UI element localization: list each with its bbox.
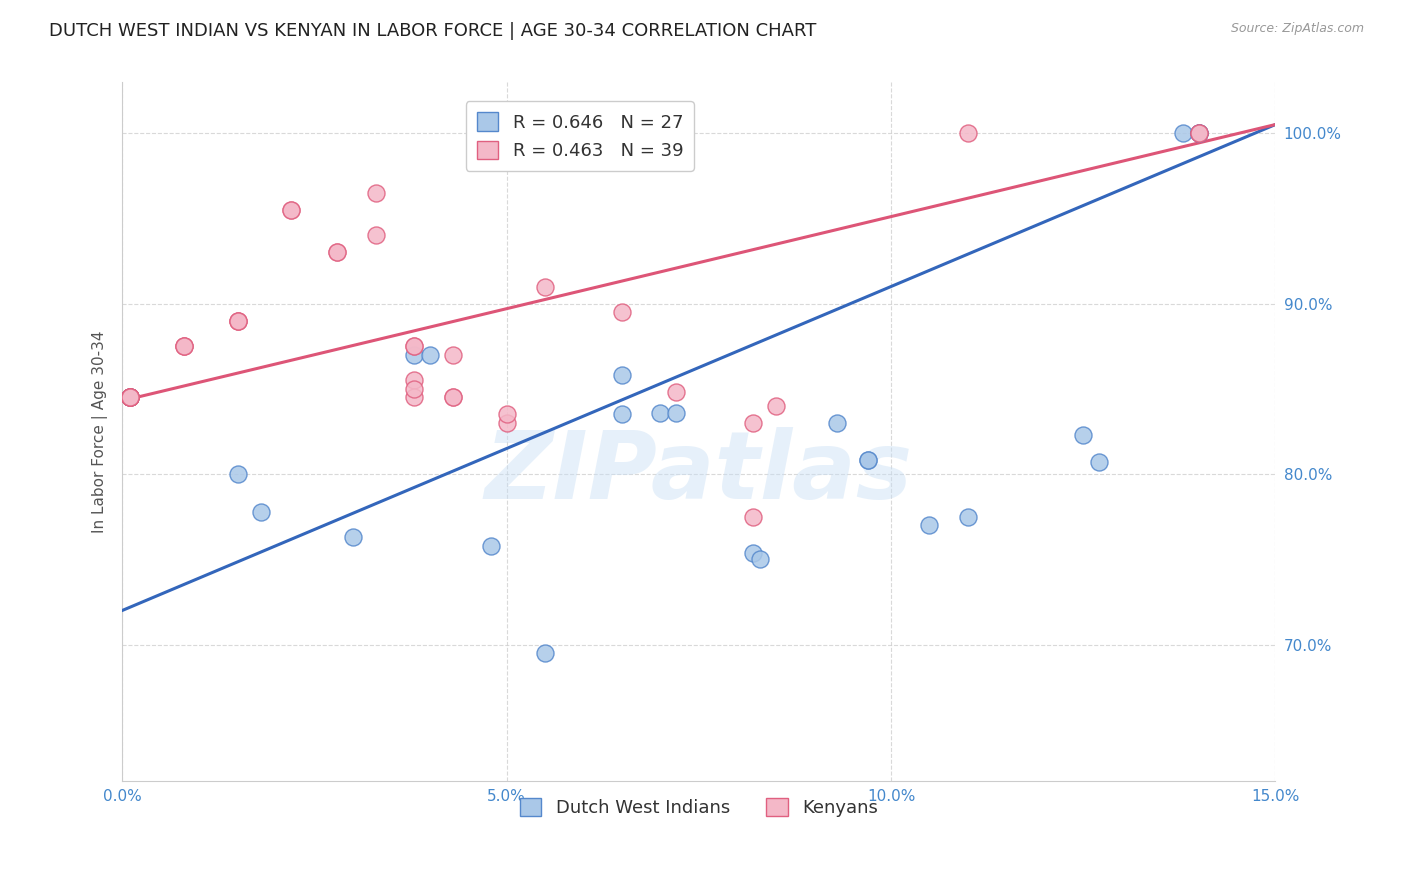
Point [1173, 126, 1195, 140]
Point [249, 505, 271, 519]
Point [118, 390, 141, 404]
Point [1187, 126, 1209, 140]
Point [342, 530, 364, 544]
Point [1187, 126, 1209, 140]
Point [610, 305, 633, 319]
Point [226, 467, 249, 481]
Y-axis label: In Labor Force | Age 30-34: In Labor Force | Age 30-34 [93, 330, 108, 533]
Point [226, 313, 249, 327]
Point [118, 390, 141, 404]
Point [495, 408, 517, 422]
Point [404, 339, 426, 353]
Legend: Dutch West Indians, Kenyans: Dutch West Indians, Kenyans [512, 790, 886, 824]
Point [404, 348, 426, 362]
Point [856, 453, 879, 467]
Point [610, 368, 633, 383]
Point [741, 416, 763, 430]
Point [404, 390, 426, 404]
Point [1087, 455, 1109, 469]
Point [825, 416, 848, 430]
Point [404, 373, 426, 387]
Point [118, 390, 141, 404]
Point [404, 339, 426, 353]
Point [665, 406, 688, 420]
Point [118, 390, 141, 404]
Point [118, 390, 141, 404]
Point [441, 390, 464, 404]
Point [665, 385, 688, 400]
Point [364, 186, 387, 200]
Point [280, 202, 302, 217]
Point [326, 245, 349, 260]
Point [118, 390, 141, 404]
Point [118, 390, 141, 404]
Point [1187, 126, 1209, 140]
Point [173, 339, 195, 353]
Text: ZIPatlas: ZIPatlas [485, 427, 912, 519]
Point [419, 348, 441, 362]
Point [1071, 428, 1094, 442]
Point [118, 390, 141, 404]
Point [226, 313, 249, 327]
Point [118, 390, 141, 404]
Point [118, 390, 141, 404]
Point [856, 453, 879, 467]
Point [741, 509, 763, 524]
Point [441, 390, 464, 404]
Point [118, 390, 141, 404]
Point [534, 279, 557, 293]
Point [326, 245, 349, 260]
Point [441, 348, 464, 362]
Point [749, 552, 772, 566]
Point [173, 339, 195, 353]
Point [918, 518, 941, 533]
Text: DUTCH WEST INDIAN VS KENYAN IN LABOR FORCE | AGE 30-34 CORRELATION CHART: DUTCH WEST INDIAN VS KENYAN IN LABOR FOR… [49, 22, 817, 40]
Point [765, 399, 787, 413]
Point [173, 339, 195, 353]
Point [364, 228, 387, 243]
Point [1187, 126, 1209, 140]
Point [956, 126, 979, 140]
Point [280, 202, 302, 217]
Point [226, 313, 249, 327]
Point [479, 539, 502, 553]
Point [1187, 126, 1209, 140]
Point [534, 646, 557, 660]
Point [495, 416, 517, 430]
Point [741, 545, 763, 559]
Text: Source: ZipAtlas.com: Source: ZipAtlas.com [1230, 22, 1364, 36]
Point [404, 382, 426, 396]
Point [610, 408, 633, 422]
Point [650, 406, 672, 420]
Point [956, 509, 979, 524]
